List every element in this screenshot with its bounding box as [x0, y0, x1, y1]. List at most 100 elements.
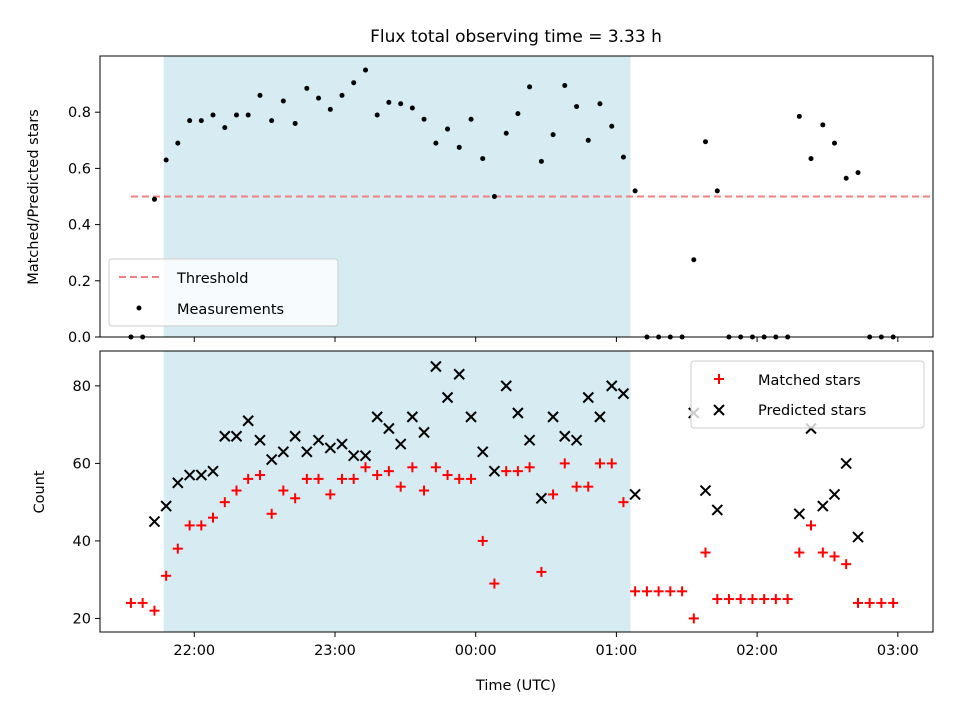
measurement-point	[808, 156, 814, 162]
predicted-star-point	[535, 492, 548, 504]
measurement-point	[421, 116, 427, 122]
matched-star-point	[196, 520, 207, 531]
predicted-star-point	[582, 391, 594, 404]
predicted-star-point	[441, 391, 454, 404]
measurement-point	[163, 157, 169, 163]
y-tick-label: 0.8	[68, 105, 91, 121]
predicted-star-point	[371, 411, 383, 423]
matched-star-point	[559, 458, 570, 469]
predicted-star-point	[477, 446, 489, 458]
predicted-star-point	[523, 434, 536, 446]
x-tick-label: 03:00	[877, 643, 919, 659]
top-y-axis-label: Matched/Predicted stars	[26, 109, 42, 285]
predicted-star-point	[242, 415, 254, 427]
measurement-point	[702, 139, 708, 145]
legend-matched-swatch	[714, 374, 724, 384]
matched-star-point	[231, 485, 242, 496]
measurement-point	[491, 194, 497, 199]
measurement-point	[855, 170, 861, 176]
bottom-legend-box	[690, 360, 925, 429]
legend-matched-label: Matched stars	[758, 373, 861, 389]
y-tick-label: 60	[73, 456, 91, 472]
measurement-point	[832, 140, 838, 146]
matched-star-point	[430, 462, 441, 473]
predicted-star-point	[547, 411, 559, 423]
measurement-point	[233, 112, 239, 118]
matched-star-point	[219, 497, 230, 508]
matched-star-point	[512, 466, 523, 477]
predicted-star-point	[265, 453, 278, 466]
predicted-star-point	[394, 438, 407, 450]
matched-star-point	[641, 586, 652, 597]
matched-star-point	[172, 543, 183, 554]
predicted-star-point	[629, 488, 641, 501]
y-tick-label: 0.2	[68, 274, 91, 290]
matched-star-point	[782, 594, 793, 605]
predicted-star-point	[277, 446, 290, 458]
measurement-point	[316, 95, 322, 101]
x-tick-label: 01:00	[596, 643, 638, 659]
matched-star-point	[372, 470, 383, 481]
matched-star-point	[794, 547, 805, 558]
measurement-point	[445, 126, 451, 132]
measurement-point	[269, 118, 275, 124]
matched-star-point	[688, 613, 699, 624]
measurement-point	[363, 67, 369, 73]
top-axes: 0.00.20.40.60.8 Matched/Predicted stars …	[26, 55, 934, 346]
predicted-star-point	[359, 449, 372, 462]
measurement-point	[351, 80, 357, 86]
predicted-star-point	[148, 515, 161, 528]
matched-star-point	[888, 597, 899, 608]
predicted-star-point	[230, 430, 243, 442]
measurement-point	[292, 120, 298, 126]
predicted-star-point	[347, 449, 360, 462]
predicted-star-point	[160, 500, 172, 512]
matched-star-point	[630, 586, 641, 597]
matched-star-point	[137, 597, 148, 608]
matched-star-point	[125, 597, 136, 608]
measurement-point	[527, 84, 533, 90]
matched-star-point	[290, 493, 301, 504]
matched-star-point	[337, 473, 348, 484]
measurement-point	[691, 257, 697, 263]
predicted-star-point	[324, 442, 337, 454]
measurement-point	[468, 116, 474, 122]
measurement-point	[245, 112, 251, 118]
matched-star-point	[817, 547, 828, 558]
predicted-star-point	[488, 465, 501, 477]
predicted-star-point	[453, 368, 465, 380]
predicted-star-point	[828, 488, 841, 501]
predicted-star-point	[301, 446, 313, 458]
legend-predicted-swatch	[713, 404, 725, 416]
predicted-star-point	[617, 387, 630, 400]
legend-predicted-label: Predicted stars	[758, 403, 866, 419]
measurement-point	[562, 83, 568, 89]
measurement-point	[304, 85, 310, 91]
predicted-star-point	[430, 360, 442, 373]
measurement-point	[175, 140, 181, 146]
matched-star-point	[665, 586, 676, 597]
matched-star-point	[841, 559, 852, 570]
matched-star-point	[184, 520, 195, 531]
matched-star-point	[770, 594, 781, 605]
x-axis-label: Time (UTC)	[475, 678, 556, 694]
y-tick-label: 0.6	[68, 161, 91, 177]
matched-star-point	[806, 520, 817, 531]
matched-star-point	[735, 594, 746, 605]
measurement-point	[714, 188, 720, 194]
predicted-star-point	[500, 380, 512, 392]
measurement-point	[151, 196, 157, 202]
matched-star-point	[313, 473, 324, 484]
matched-star-point	[747, 594, 758, 605]
matched-star-point	[383, 466, 394, 477]
matched-star-point	[864, 597, 875, 608]
matched-star-point	[477, 535, 488, 546]
matched-star-point	[348, 473, 359, 484]
predicted-star-point	[699, 484, 712, 497]
matched-star-point	[442, 470, 453, 481]
predicted-star-point	[793, 508, 806, 520]
measurement-point	[187, 118, 193, 124]
predicted-star-point	[172, 477, 184, 489]
measurement-point	[398, 101, 404, 107]
predicted-star-point	[219, 430, 231, 442]
